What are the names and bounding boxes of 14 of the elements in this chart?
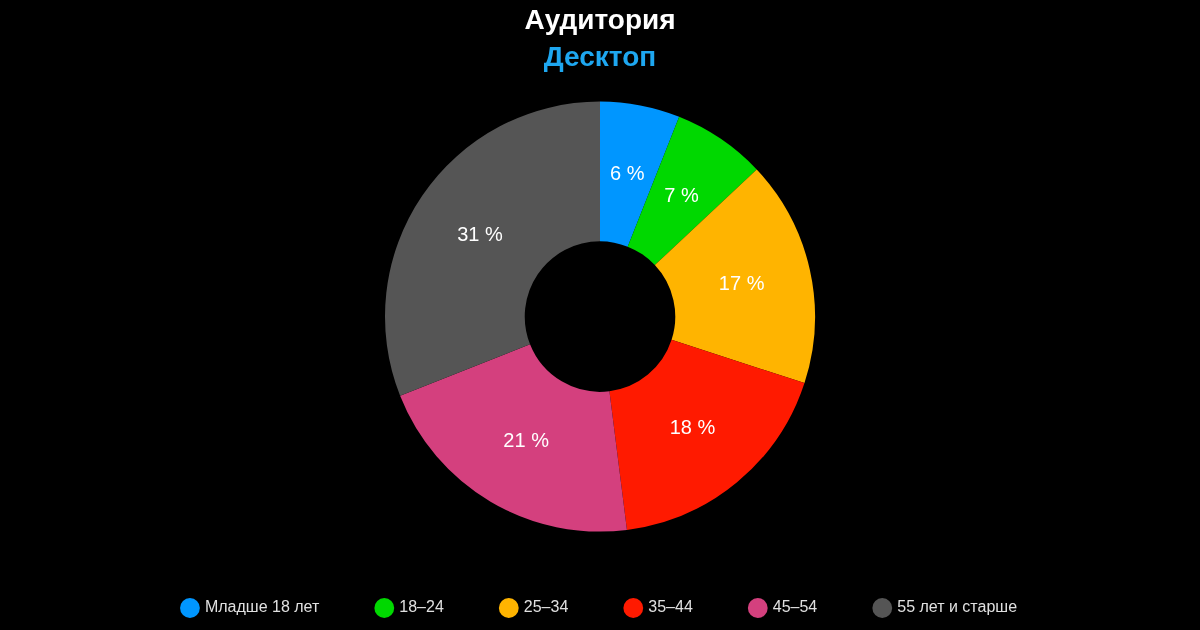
legend-label: 18–24 [399, 598, 444, 616]
data-label: 17 % [718, 272, 765, 295]
data-label: 18 % [669, 415, 716, 438]
legend-label: 55 лет и старше [897, 598, 1018, 616]
legend-label: 25–34 [523, 598, 569, 616]
chart-subtitle: Десктоп [543, 41, 657, 73]
chart-title: Аудитория [524, 3, 676, 35]
legend-label: 45–54 [772, 598, 818, 616]
data-label: 7 % [664, 184, 700, 207]
data-label: 31 % [457, 222, 503, 245]
data-label: 6 % [609, 161, 645, 184]
data-label: 21 % [503, 429, 550, 452]
legend-label: Младше 18 лет [204, 598, 320, 616]
legend-label: 35–44 [648, 598, 693, 616]
